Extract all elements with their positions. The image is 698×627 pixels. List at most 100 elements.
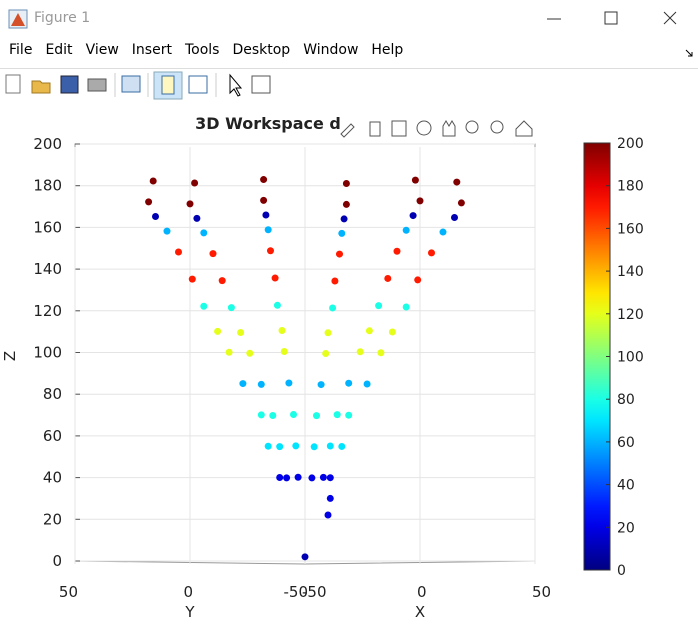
- point: [290, 410, 297, 418]
- point: [402, 303, 410, 311]
- point: [416, 197, 424, 205]
- link-icon[interactable]: [121, 75, 141, 93]
- z-tick-label: 160: [33, 218, 62, 236]
- home-icon[interactable]: [515, 120, 533, 137]
- point: [356, 348, 364, 356]
- z-tick-label: 20: [43, 510, 62, 528]
- menu-item[interactable]: Insert: [131, 42, 172, 58]
- point: [402, 226, 410, 234]
- point: [393, 247, 401, 255]
- point: [276, 474, 284, 482]
- point: [283, 474, 291, 482]
- point: [322, 349, 330, 357]
- point: [257, 411, 265, 419]
- point: [326, 442, 334, 450]
- point: [363, 380, 371, 388]
- app-icon-shape: [11, 13, 25, 26]
- menu-arrow: [685, 49, 693, 57]
- zoom-out-icon[interactable]: [490, 120, 504, 134]
- point: [227, 304, 235, 312]
- point: [377, 349, 385, 357]
- colorbar-tick-label: 40: [617, 478, 635, 494]
- z-axis-label: Z: [1, 351, 19, 361]
- y-tick-label: 50: [59, 583, 78, 601]
- pointer-icon[interactable]: [229, 73, 243, 97]
- menu-item[interactable]: View: [85, 42, 119, 58]
- point: [214, 327, 222, 335]
- point: [384, 274, 392, 282]
- point: [310, 443, 318, 451]
- point: [317, 381, 325, 389]
- menu-item[interactable]: Tools: [184, 42, 220, 58]
- point: [439, 228, 447, 236]
- colorbar-tick-label: 140: [617, 264, 644, 280]
- print-icon[interactable]: [87, 78, 107, 92]
- point: [163, 227, 171, 235]
- point: [269, 411, 277, 419]
- menu-item[interactable]: File: [9, 42, 33, 58]
- brush-icon[interactable]: [340, 123, 355, 138]
- point: [264, 442, 272, 450]
- point: [451, 213, 458, 221]
- point: [191, 179, 199, 187]
- dock-arrow[interactable]: [685, 49, 693, 57]
- menu-item[interactable]: Desktop: [232, 42, 291, 58]
- menu-item[interactable]: Help: [371, 42, 404, 58]
- y-tick-label: -50: [284, 583, 309, 601]
- point: [453, 178, 461, 186]
- point: [342, 200, 350, 208]
- point: [149, 177, 157, 185]
- z-tick-label: 180: [33, 177, 62, 195]
- point: [193, 214, 201, 222]
- save-icon[interactable]: [60, 75, 79, 94]
- close-button[interactable]: [663, 11, 677, 25]
- data-icon[interactable]: [391, 120, 407, 137]
- colorbar-icon[interactable]: [161, 75, 175, 95]
- y-axis-label: Y: [184, 603, 195, 621]
- z-tick-label: 120: [33, 302, 62, 320]
- title-bar-icons: [8, 9, 677, 29]
- point: [331, 277, 339, 285]
- zoom-in-icon[interactable]: [465, 120, 479, 134]
- menu-item[interactable]: Window: [303, 42, 359, 58]
- colorbar-tick-label: 100: [617, 350, 644, 366]
- point: [262, 211, 270, 219]
- point: [188, 275, 196, 283]
- point: [365, 327, 373, 335]
- point: [326, 494, 334, 502]
- point: [342, 180, 350, 188]
- point: [225, 348, 233, 356]
- point: [313, 412, 320, 420]
- open-icon[interactable]: [31, 80, 51, 94]
- point: [411, 176, 419, 184]
- y-tick-label: 0: [183, 583, 193, 601]
- z-tick-label: 40: [43, 469, 62, 487]
- point: [200, 302, 208, 310]
- datatip-icon[interactable]: [369, 121, 381, 137]
- chart-title: 3D Workspace d: [195, 114, 341, 133]
- point: [276, 443, 284, 451]
- point: [301, 553, 309, 561]
- point: [264, 226, 272, 234]
- property-icon[interactable]: [251, 75, 271, 94]
- point: [237, 328, 245, 336]
- z-tick-label: 200: [33, 135, 62, 153]
- rotate-icon[interactable]: [416, 120, 432, 136]
- point: [319, 473, 327, 481]
- point: [338, 442, 346, 450]
- point: [271, 274, 279, 282]
- menu-item[interactable]: Edit: [45, 42, 73, 58]
- point: [285, 379, 293, 387]
- legend-icon[interactable]: [188, 75, 208, 94]
- colorbar-tick-label: 160: [617, 221, 644, 237]
- point: [246, 349, 254, 357]
- point: [324, 511, 332, 519]
- point: [308, 474, 316, 482]
- point: [414, 276, 422, 284]
- pan-icon[interactable]: [442, 120, 456, 137]
- point: [326, 474, 334, 482]
- point: [209, 250, 217, 258]
- maximize-button[interactable]: [604, 11, 618, 25]
- new-icon[interactable]: [5, 74, 21, 94]
